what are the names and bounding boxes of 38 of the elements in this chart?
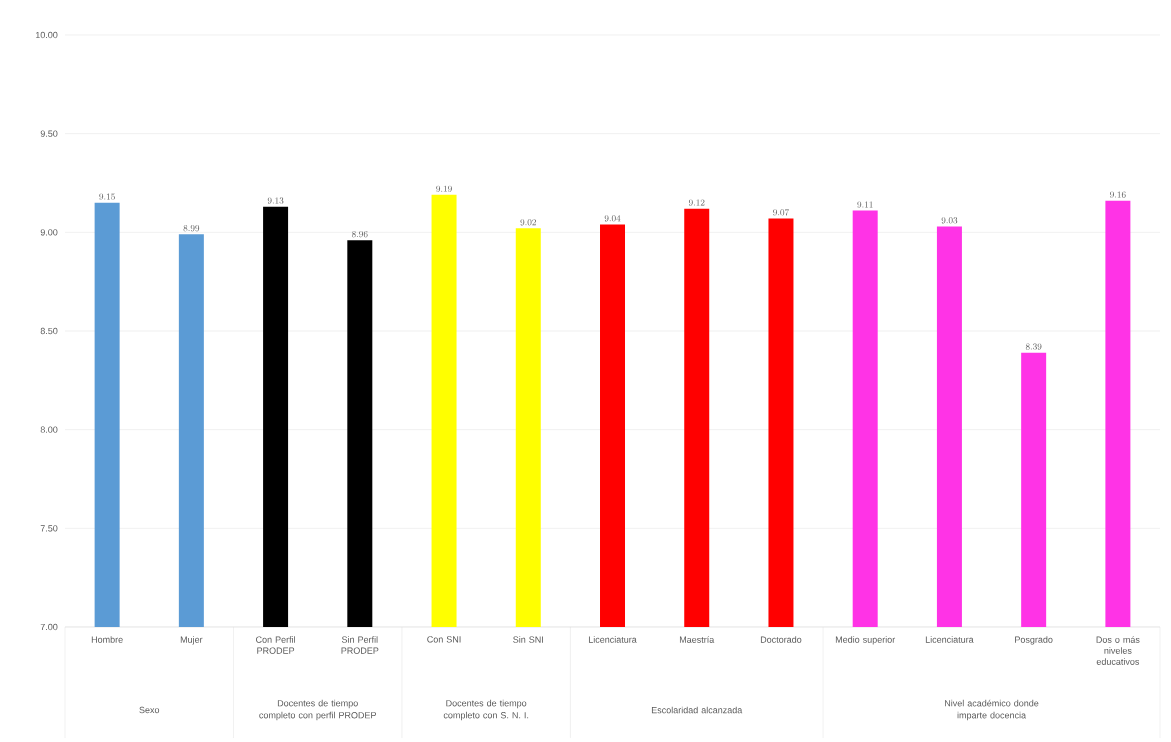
x-tick-label: Licenciatura [925,636,974,643]
data-label: 9. 16 [1110,191,1126,198]
data-label: 9.02 [520,219,536,226]
data-label: 9.04 [604,215,621,222]
x-tick-label: Mujer [180,636,203,645]
data-label: 9. 15 [99,193,115,200]
data-label: 9.03 [941,217,958,224]
x-tick-label: Con SNI [427,636,461,643]
text: Nivel académico donde imparte docencia [945,699,1039,721]
y-tick-label: 8.00 [40,426,58,433]
data-label: 8.99 [183,225,200,232]
data-label: 9. 19 [436,185,452,192]
x-tick-label: Hombre [91,636,123,643]
x-tick-label: Dos o más niveles educativos [1096,636,1140,665]
x-tick-label: Sin Perfil PRODEP [341,636,379,654]
y-tick-label: 7.00 [40,623,58,631]
data-label: 9. 12 [688,199,705,206]
x-tick-label: Doctorado [760,636,802,643]
data-label: 9. 13 [267,197,284,204]
text: Escolaridad alcanzada [651,706,743,714]
x-tick-label: Sin SNI [513,636,543,643]
data-label: 8.96 [352,231,368,238]
data-label: 8.39 [1025,343,1042,350]
x-tick-label: Maestría [679,636,715,643]
text: Docentes de tiempo completo con perfil PRODEP [259,699,376,721]
x-tick-label: Con Perfil PRODEP [256,636,295,654]
y-tick-label: 10.00 [35,31,58,39]
y-tick-label: 8.50 [40,327,58,335]
x-tick-label: Licenciatura [588,636,637,643]
data-label: 9. 11 [857,201,873,208]
text: Sexo [139,706,160,714]
y-tick-label: 7.50 [40,525,58,532]
data-label: 9.07 [773,209,790,216]
x-tick-label: Posgrado [1015,636,1053,645]
y-tick-label: 9.00 [40,229,58,236]
text: Docentes de tiempo completo con S. N. I. [443,699,529,721]
y-tick-label: 9.50 [40,130,58,137]
x-tick-label: Medio superior [835,636,896,645]
